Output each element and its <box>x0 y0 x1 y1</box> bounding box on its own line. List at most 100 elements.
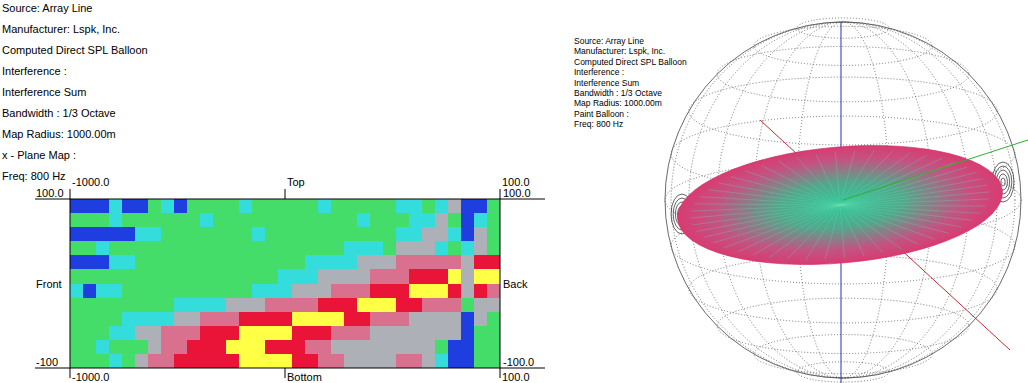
heat-cell <box>396 312 410 327</box>
heat-cell <box>226 284 240 299</box>
heat-cell <box>239 241 253 256</box>
heat-cell <box>278 227 292 242</box>
heat-cell <box>252 354 266 368</box>
heat-cell <box>174 340 188 355</box>
heat-cell <box>174 312 188 327</box>
heat-cell <box>448 326 462 341</box>
heat-cell <box>83 326 97 341</box>
heat-cell <box>370 269 384 284</box>
heat-cell <box>148 227 162 242</box>
top-label: Top <box>287 176 305 188</box>
heat-cell <box>135 312 149 327</box>
heat-cell <box>96 312 110 327</box>
heat-cell <box>187 326 201 341</box>
heat-cell <box>265 199 279 214</box>
heat-cell <box>239 284 253 299</box>
balloon-spoke <box>731 167 840 214</box>
heat-cell <box>331 213 345 228</box>
heat-cell <box>109 199 123 214</box>
heat-cell <box>265 227 279 242</box>
balloon-spoke <box>691 205 840 218</box>
parallel <box>754 335 932 374</box>
heat-cell <box>435 284 449 299</box>
heat-cell <box>344 312 358 327</box>
balloon-spoke <box>745 163 840 213</box>
heat-cell <box>148 199 162 214</box>
heat-cell <box>474 255 488 270</box>
parallel <box>797 362 889 382</box>
heat-cell <box>161 199 175 214</box>
heat-cell <box>213 354 227 368</box>
balloon-spoke <box>838 173 978 205</box>
heat-cell <box>83 284 97 299</box>
heat-cell <box>409 298 423 313</box>
heat-cell <box>83 255 97 270</box>
info-line: Bandwidth : 1/3 Octave <box>574 88 662 98</box>
heat-cell <box>409 312 423 327</box>
heat-cell <box>448 312 462 327</box>
balloon-spoke <box>721 205 842 248</box>
heat-cell <box>422 213 436 228</box>
heat-cell <box>487 199 500 214</box>
heat-cell <box>83 269 97 284</box>
heat-cell <box>109 340 123 355</box>
x-tick-label: -1000.0 <box>72 371 109 383</box>
heat-cell <box>487 298 500 313</box>
balloon-spoke <box>797 154 840 209</box>
heat-cell <box>370 326 384 341</box>
heat-cell <box>122 199 136 214</box>
heat-cell <box>70 213 84 228</box>
heat-cell <box>278 298 292 313</box>
heat-cell <box>487 326 500 341</box>
heat-cell <box>422 354 436 368</box>
heat-cell <box>357 213 371 228</box>
heat-cell <box>200 298 214 313</box>
heat-cell <box>409 340 423 355</box>
heat-cell <box>409 354 423 368</box>
heat-cell <box>187 340 201 355</box>
heat-cell <box>174 199 188 214</box>
balloon-spoke <box>840 205 845 258</box>
heat-cell <box>174 284 188 299</box>
heat-cell <box>422 284 436 299</box>
heat-cell <box>461 354 475 368</box>
heat-cell <box>396 213 410 228</box>
info-line: Source: Array Line <box>574 36 644 46</box>
parallel <box>689 255 997 323</box>
heat-cell <box>357 284 371 299</box>
heat-cell <box>200 312 214 327</box>
heat-cell <box>148 241 162 256</box>
heat-cell <box>292 354 306 368</box>
pole-ring <box>1001 178 1005 186</box>
info-line: Manufacturer: Lspk, Inc. <box>574 46 665 56</box>
heat-cell <box>305 284 319 299</box>
heat-cell <box>292 199 306 214</box>
heat-cell <box>252 298 266 313</box>
heat-cell <box>435 354 449 368</box>
balloon-spoke <box>801 205 844 260</box>
heat-cell <box>122 269 136 284</box>
heat-cell <box>383 241 397 256</box>
heat-cell <box>396 298 410 313</box>
balloon-spoke <box>840 198 919 251</box>
heat-cell <box>135 213 149 228</box>
parallel <box>689 77 997 145</box>
heat-cell <box>200 269 214 284</box>
heat-cell <box>318 241 332 256</box>
bottom-label: Bottom <box>287 371 322 383</box>
parallel <box>754 26 932 65</box>
heat-cell <box>305 326 319 341</box>
info-line: Paint Balloon : <box>574 109 629 119</box>
heat-cell <box>83 227 97 242</box>
heat-cell <box>252 213 266 228</box>
heat-cell <box>265 241 279 256</box>
heat-cell <box>226 227 240 242</box>
heat-cell <box>148 312 162 327</box>
info-line: Manufacturer: Lspk, Inc. <box>2 23 120 35</box>
balloon-spoke <box>839 185 988 205</box>
heat-cell <box>200 227 214 242</box>
heat-cell <box>70 326 84 341</box>
heat-cell <box>448 227 462 242</box>
heat-cell <box>474 241 488 256</box>
parallel <box>717 46 969 101</box>
